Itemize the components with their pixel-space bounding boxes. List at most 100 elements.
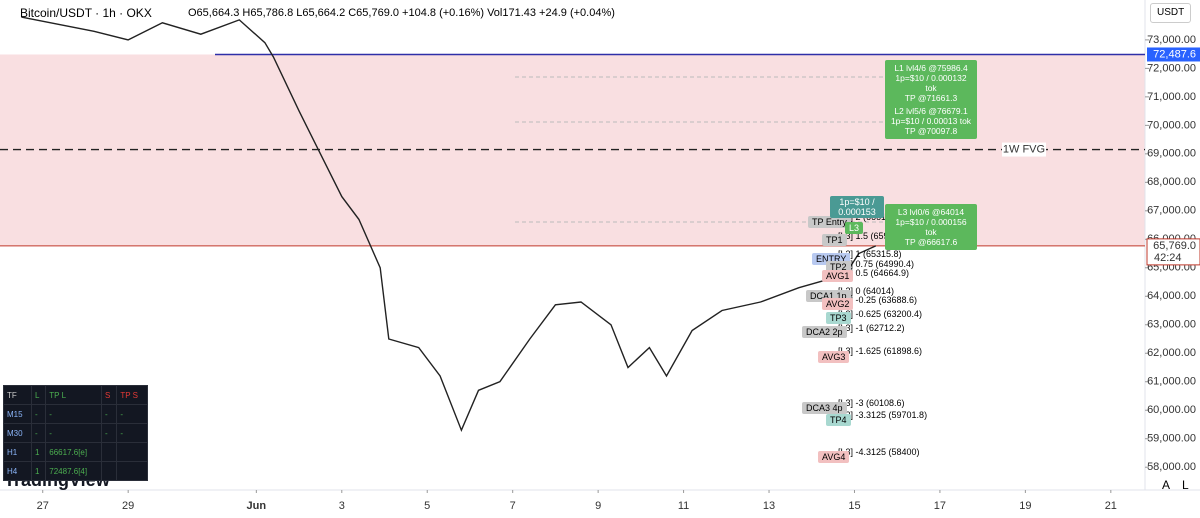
x-tick-label: 13 <box>763 500 775 512</box>
table-cell: TP L <box>45 385 102 405</box>
table-cell: - <box>31 423 47 443</box>
order-tag: DCA2 2p <box>802 326 847 338</box>
info-line: TP @66617.6 <box>904 237 958 247</box>
level-label: [L3] 0 (64014) <box>838 286 895 296</box>
price-line <box>21 16 877 433</box>
current-label: 65,769.0 <box>1153 240 1196 252</box>
order-tag: AVG2 <box>822 298 854 310</box>
order-tag: TP Entry <box>808 216 851 228</box>
info-line: TP @70097.8 <box>904 126 958 136</box>
x-tick-label: 21 <box>1105 500 1117 512</box>
level-label: [L3] -3 (60108.6) <box>838 398 905 408</box>
order-tag: TP1 <box>822 234 847 246</box>
y-tick-label: 58,000.00 <box>1147 461 1196 473</box>
x-tick-label: 19 <box>1019 500 1031 512</box>
level-label: [L3] 0.5 (64664.9) <box>838 268 910 278</box>
x-tick-label: 5 <box>424 500 430 512</box>
x-tick-label: Jun <box>247 500 267 512</box>
table-cell: - <box>31 404 47 424</box>
info-line: 1p=$10 / 0.000156 tok <box>895 217 967 237</box>
info-line: 1p=$10 / 0.00013 tok <box>890 116 972 126</box>
x-tick-label: 29 <box>122 500 134 512</box>
fvg-label: 1W FVG <box>1003 143 1045 155</box>
y-tick-label: 64,000.00 <box>1147 290 1196 302</box>
info-box: L1 lvl4/6 @75986.4 1p=$10 / 0.000132 tok T… <box>885 60 977 106</box>
x-tick-label: 7 <box>510 500 516 512</box>
info-line: TP @71661.3 <box>904 93 958 103</box>
table-cell: - <box>100 423 118 443</box>
y-tick-label: 63,000.00 <box>1147 319 1196 331</box>
table-cell: - <box>116 423 148 443</box>
table-cell: H1 <box>2 442 33 462</box>
table-row: H1 1 66617.6[e] <box>2 442 148 462</box>
y-tick-label: 68,000.00 <box>1147 176 1196 188</box>
y-tick-label: 71,000.00 <box>1147 91 1196 103</box>
table-cell <box>100 461 118 481</box>
x-tick-label: 9 <box>595 500 601 512</box>
order-tag: TP3 <box>826 312 851 324</box>
table-cell: M15 <box>2 404 33 424</box>
order-tag: AVG3 <box>818 351 850 363</box>
x-tick-label: 17 <box>934 500 946 512</box>
table-cell <box>116 442 148 462</box>
table-cell: 72487.6[4] <box>45 461 102 481</box>
info-box: L2 lvl5/6 @76679.1 1p=$10 / 0.00013 tok TP… <box>885 103 977 139</box>
table-row: H4 1 72487.6[4] <box>2 461 148 481</box>
table-cell: TF <box>2 385 33 405</box>
y-tick-label: 69,000.00 <box>1147 148 1196 160</box>
symbol: Bitcoin/USDT · 1h · OKX <box>20 6 152 20</box>
axis-button[interactable]: L <box>1182 478 1189 492</box>
table-cell: - <box>100 404 118 424</box>
table-cell: TP S <box>116 385 148 405</box>
table-cell: 1 <box>31 442 47 462</box>
axis-button[interactable]: A <box>1162 478 1171 492</box>
y-tick-label: 73,000.00 <box>1147 34 1196 46</box>
currency-button[interactable]: USDT <box>1150 3 1192 23</box>
order-tag: AVG1 <box>822 270 854 282</box>
table-cell: S <box>100 385 118 405</box>
position-box: 1p=$10 / 0.000153 <box>830 196 884 218</box>
fvg-label-bg <box>1002 142 1046 157</box>
info-line: L3 lvl0/6 @64014 <box>897 207 965 217</box>
level-label: [L3] -3.3125 (59701.8) <box>838 410 928 420</box>
level-label: [L3] -0.625 (63200.4) <box>838 309 923 319</box>
ohlc: O65,664.3 H65,786.8 L65,664.2 C65,769.0 … <box>188 7 615 19</box>
table-cell: - <box>116 404 148 424</box>
x-tick-label: 11 <box>678 500 689 512</box>
info-line: L2 lvl5/6 @76679.1 <box>894 106 968 116</box>
table-cell: 66617.6[e] <box>45 442 102 462</box>
tf-table: TF L TP L S TP S M15- - - - M30- - - - H1 1 66617.6[e] H… <box>2 385 148 481</box>
table-cell: L <box>31 385 47 405</box>
level-label: [L3] 1 (65315.8) <box>838 249 902 259</box>
x-tick-label: 27 <box>37 500 49 512</box>
current-label-bg <box>1146 238 1200 266</box>
high-label-bg <box>1147 47 1200 62</box>
level-label: [L3] -0.25 (63688.6) <box>838 295 918 305</box>
level-label: [L3] -4.3125 (58400) <box>838 447 920 457</box>
countdown: 42:24 <box>1154 252 1182 264</box>
y-tick-label: 59,000.00 <box>1147 433 1196 445</box>
order-tag: TP4 <box>826 414 851 426</box>
high-label: 72,487.6 <box>1153 48 1196 60</box>
table-cell: 1 <box>31 461 47 481</box>
y-tick-label: 61,000.00 <box>1147 376 1196 388</box>
level-label: [L3] 1.5 (65966.7) <box>838 231 910 241</box>
y-tick-label: 60,000.00 <box>1147 404 1196 416</box>
y-tick-label: 72,000.00 <box>1147 62 1196 74</box>
table-row: TF L TP L S TP S <box>2 385 148 405</box>
info-line: 1p=$10 / 0.000132 tok <box>895 73 967 93</box>
table-cell: - <box>45 423 102 443</box>
level-label: [L3] -1 (62712.2) <box>838 323 905 333</box>
table-row: M15- - - - <box>2 404 148 424</box>
level-label: [L3] -1.625 (61898.6) <box>838 346 923 356</box>
table-cell: - <box>45 404 102 424</box>
table-cell <box>100 442 118 462</box>
table-row: M30- - - - <box>2 423 148 443</box>
info-box: L3 lvl0/6 @64014 1p=$10 / 0.000156 tok TP … <box>885 204 977 250</box>
y-tick-label: 67,000.00 <box>1147 205 1196 217</box>
y-tick-label: 70,000.00 <box>1147 119 1196 131</box>
x-tick-label: 15 <box>848 500 860 512</box>
x-tick-label: 3 <box>339 500 345 512</box>
